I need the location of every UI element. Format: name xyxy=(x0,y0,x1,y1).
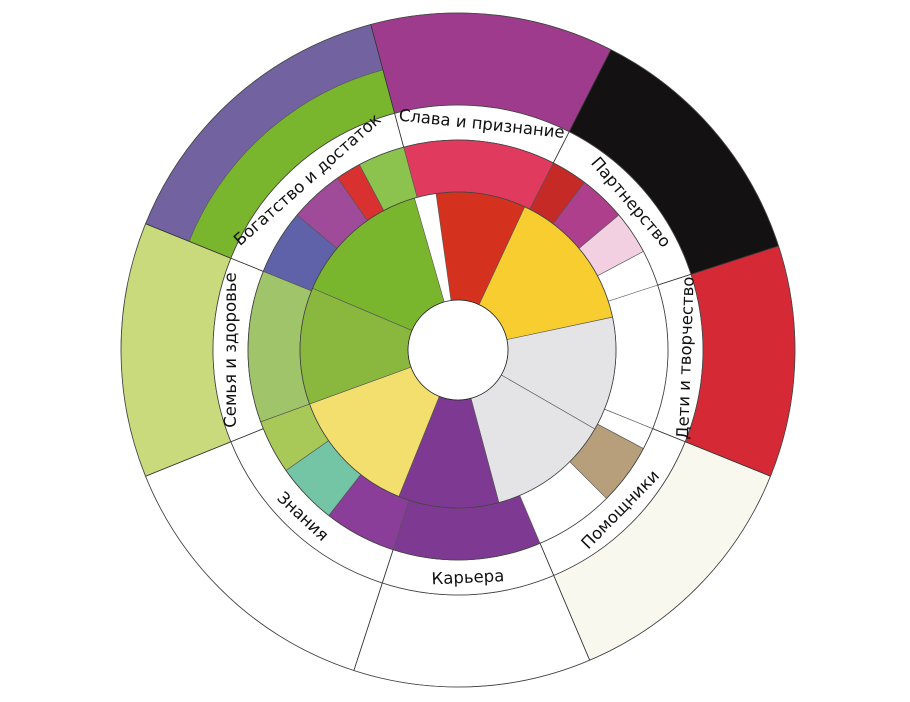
sector-label: Карьера xyxy=(431,566,505,588)
divider-line xyxy=(145,428,264,477)
divider-line xyxy=(657,245,779,286)
ring-outline xyxy=(212,104,704,596)
middle-ring xyxy=(247,139,669,561)
ring-outline xyxy=(247,139,669,561)
sector-label: Семья и здоровье xyxy=(221,272,240,427)
divider-line xyxy=(145,223,264,272)
ring-outline xyxy=(299,191,617,509)
inner-ring xyxy=(299,191,617,509)
divider-line xyxy=(552,49,612,164)
divider-line xyxy=(652,428,771,477)
divider-line xyxy=(539,543,591,661)
center-hole xyxy=(407,299,509,401)
divider-line xyxy=(370,24,405,148)
ring-outline xyxy=(120,12,796,688)
outer-ring xyxy=(120,12,796,688)
divider-line xyxy=(353,549,394,671)
sector-dividers xyxy=(120,12,796,688)
